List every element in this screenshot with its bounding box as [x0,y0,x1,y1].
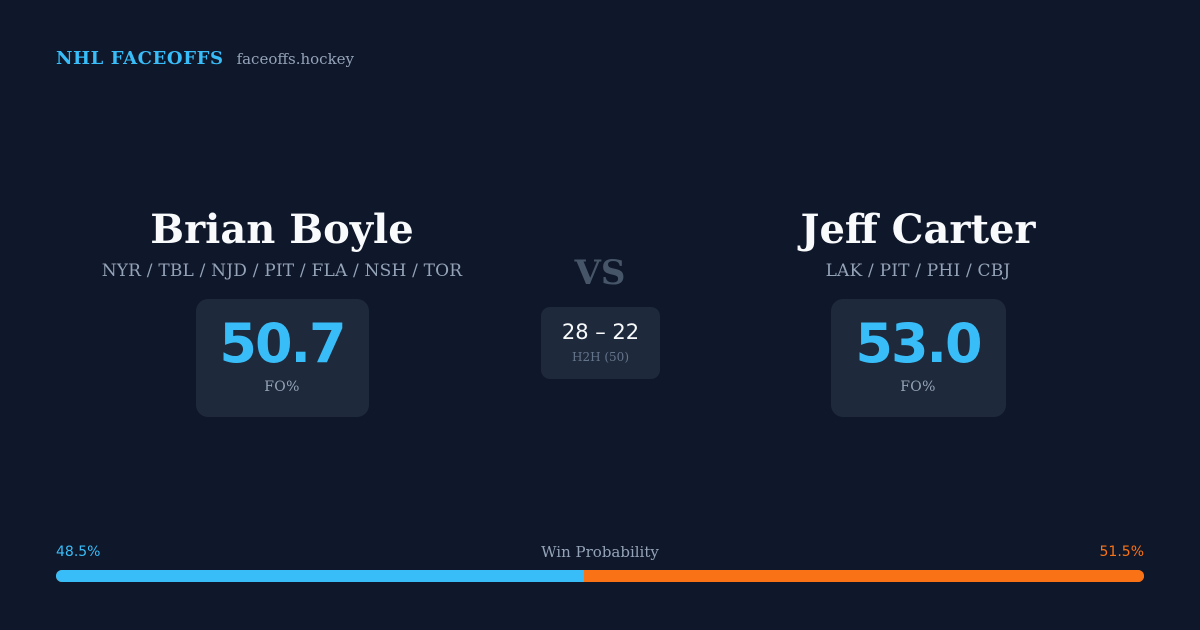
faceoff-percentage-card: 50.7 FO% [195,299,369,417]
player-teams: LAK / PIT / PHI / CBJ [825,261,1011,281]
win-probability-bar [56,570,1144,582]
brand-title: NHL FACEOFFS [56,48,224,69]
player-name: Brian Boyle [150,206,414,253]
head-to-head-score: 28 – 22 [561,320,640,344]
player-right: Jeff Carter LAK / PIT / PHI / CBJ 53.0 F… [688,204,1148,417]
faceoff-percentage-value: 53.0 [855,312,982,375]
head-to-head-card: 28 – 22 H2H (50) [541,307,660,379]
brand: NHL FACEOFFS faceoffs.hockey [56,48,354,69]
win-probability-right-fill [583,570,1144,582]
faceoff-percentage-label: FO% [900,379,936,395]
head-to-head-label: H2H (50) [571,350,629,364]
faceoff-percentage-card: 53.0 FO% [830,299,1006,417]
player-left: Brian Boyle NYR / TBL / NJD / PIT / FLA … [52,204,512,417]
brand-domain: faceoffs.hockey [236,50,355,68]
win-probability-left-fill [56,570,584,582]
player-name: Jeff Carter [800,206,1036,253]
versus-label: VS [574,253,626,293]
win-probability-right-value: 51.5% [1099,544,1144,560]
win-probability-left-value: 48.5% [56,544,101,560]
win-probability-title: Win Probability [541,543,659,561]
faceoff-percentage-label: FO% [264,379,300,395]
faceoff-percentage-value: 50.7 [219,312,346,375]
player-teams: NYR / TBL / NJD / PIT / FLA / NSH / TOR [101,261,463,281]
